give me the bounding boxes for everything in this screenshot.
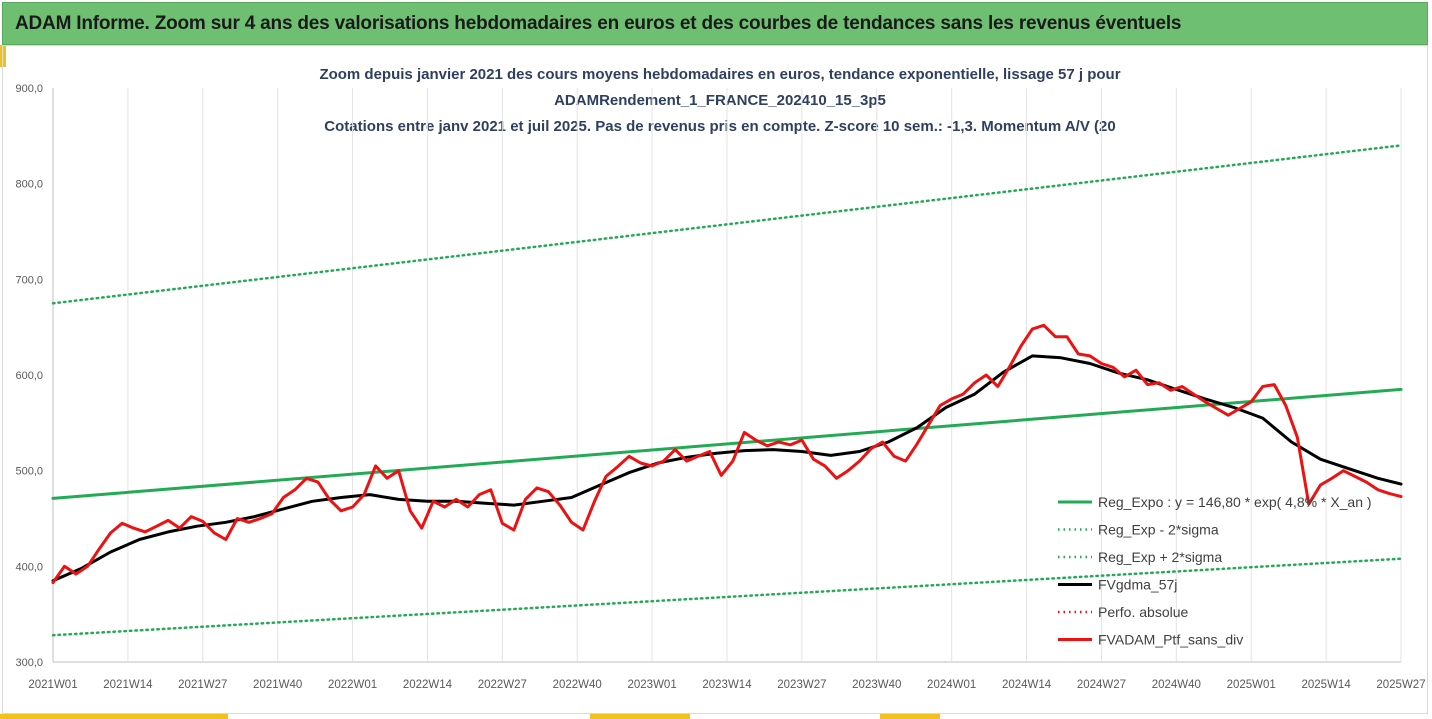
accent-bar-left bbox=[0, 45, 6, 67]
legend-label: FVADAM_Ptf_sans_div bbox=[1098, 632, 1243, 648]
report-title: ADAM Informe. Zoom sur 4 ans des valoris… bbox=[15, 13, 1182, 34]
legend-label: Perfo. absolue bbox=[1098, 604, 1188, 620]
x-tick-label: 2022W40 bbox=[553, 679, 602, 691]
x-tick-label: 2022W14 bbox=[403, 679, 453, 691]
x-tick-label: 2021W27 bbox=[178, 679, 227, 691]
x-tick-label: 2022W27 bbox=[478, 679, 527, 691]
x-tick-label: 2021W14 bbox=[103, 679, 153, 691]
report-banner: ADAM Informe. Zoom sur 4 ans des valoris… bbox=[2, 2, 1428, 45]
y-tick-label: 400,0 bbox=[15, 561, 43, 573]
x-tick-label: 2023W14 bbox=[702, 679, 752, 691]
chart-frame bbox=[2, 45, 1428, 714]
chart-title-line-3: Cotations entre janv 2021 et juil 2025. … bbox=[324, 118, 1116, 135]
chart-legend: Reg_Expo : y = 146,80 * exp( 4,8% * X_an… bbox=[1058, 494, 1372, 648]
y-tick-label: 500,0 bbox=[15, 466, 43, 478]
legend-label: Reg_Exp + 2*sigma bbox=[1098, 549, 1222, 565]
fvadam-ptf-sans-div-line bbox=[51, 323, 1403, 585]
x-tick-label: 2023W01 bbox=[627, 679, 676, 691]
reg-expo-line bbox=[51, 387, 1403, 500]
reg-exp-minus-2sigma-line bbox=[51, 557, 1403, 637]
x-tick-label: 2025W14 bbox=[1301, 679, 1351, 691]
x-tick-label: 2024W14 bbox=[1002, 679, 1052, 691]
accent-bar-bottom-left bbox=[0, 714, 228, 719]
y-tick-label: 300,0 bbox=[15, 657, 43, 669]
y-tick-label: 900,0 bbox=[15, 83, 43, 95]
y-tick-label: 800,0 bbox=[15, 179, 43, 191]
chart-title-line-2: ADAMRendement_1_FRANCE_202410_15_3p5 bbox=[554, 92, 886, 109]
chart-title-line-1: Zoom depuis janvier 2021 des cours moyen… bbox=[319, 66, 1121, 83]
fvgdma-57j-line bbox=[51, 354, 1403, 583]
x-tick-label: 2024W40 bbox=[1152, 679, 1201, 691]
legend-label: FVgdma_57j bbox=[1098, 577, 1177, 593]
y-tick-label: 700,0 bbox=[15, 274, 43, 286]
x-tick-label: 2024W01 bbox=[927, 679, 976, 691]
x-tick-label: 2023W27 bbox=[777, 679, 826, 691]
x-tick-label: 2024W27 bbox=[1077, 679, 1126, 691]
legend-label: Reg_Expo : y = 146,80 * exp( 4,8% * X_an… bbox=[1098, 494, 1372, 510]
x-tick-label: 2025W01 bbox=[1227, 679, 1276, 691]
x-tick-label: 2025W27 bbox=[1376, 679, 1425, 691]
accent-bar-bottom-mid bbox=[590, 714, 690, 719]
reg-exp-plus-2sigma-line bbox=[51, 144, 1403, 305]
x-tick-label: 2021W01 bbox=[28, 679, 77, 691]
x-tick-label: 2022W01 bbox=[328, 679, 377, 691]
x-tick-label: 2023W40 bbox=[852, 679, 901, 691]
accent-bar-bottom-right bbox=[880, 714, 940, 719]
y-tick-label: 600,0 bbox=[15, 370, 43, 382]
x-tick-label: 2021W40 bbox=[253, 679, 302, 691]
legend-label: Reg_Exp - 2*sigma bbox=[1098, 522, 1219, 538]
